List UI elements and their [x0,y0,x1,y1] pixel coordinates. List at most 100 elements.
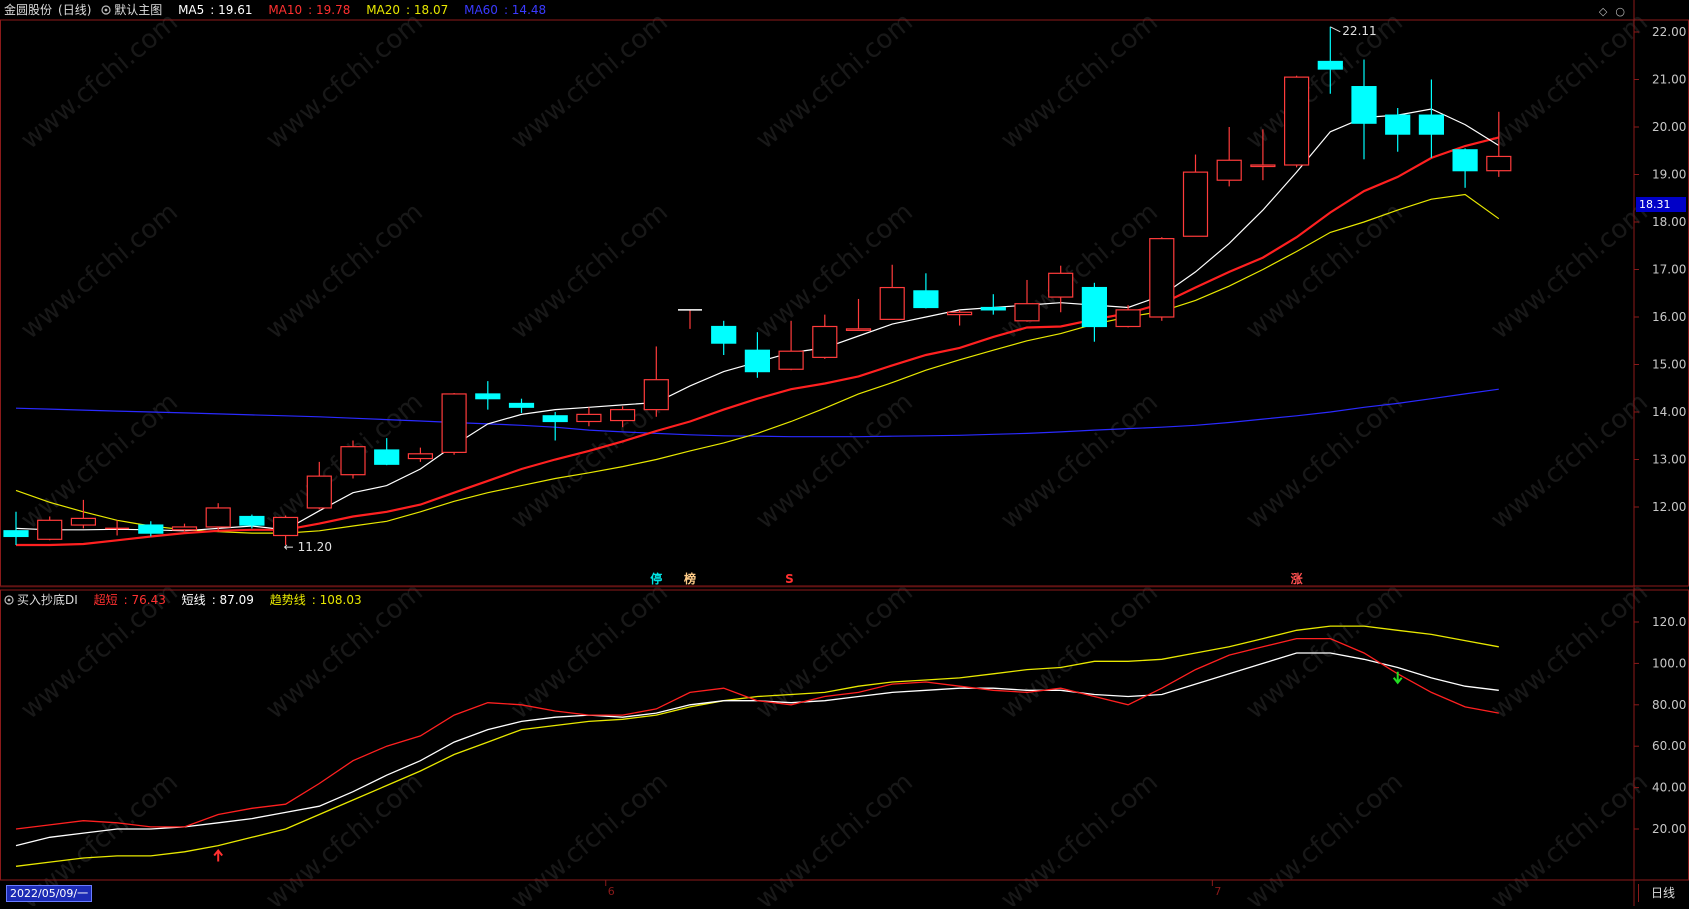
template-label[interactable]: 默认主图 [101,3,168,17]
candle [475,381,501,410]
candle [1216,127,1242,187]
watermark-text: www.cfchi.com [750,767,919,906]
candle-body [171,526,198,531]
main-panel-frame [0,19,1689,587]
price-tick-label: 16.00 [1652,310,1686,324]
candle [1351,59,1377,160]
candle-body [205,507,231,528]
watermark-text: www.cfchi.com [15,197,184,345]
watermark-layer: www.cfchi.com www.cfchi.com www.cfchi.com w… [15,7,1654,909]
diamond-icon[interactable]: ◇ [1598,5,1616,18]
event-marker: 榜 [684,571,696,586]
candle [576,407,602,427]
watermark-text: www.cfchi.com [505,7,674,155]
watermark-text: www.cfchi.com [505,197,674,345]
candle [70,499,97,529]
price-tick-label: 12.00 [1652,500,1686,514]
candle [273,515,299,545]
candle-body [273,516,299,537]
ma20-legend: MA20: 18.07 [366,3,449,17]
stock-name[interactable]: 金圆股份 [4,3,53,17]
candle [1048,265,1074,313]
indicator-tick-label: 40.00 [1652,781,1686,795]
price-tick-label: 22.00 [1652,25,1686,39]
watermark-text: www.cfchi.com [505,767,674,906]
month-label: 7 [1214,885,1221,898]
watermark-text: www.cfchi.com [750,7,919,155]
candle [678,309,702,329]
high-price-label: 22.11 [1342,24,1376,38]
candle [812,314,838,359]
candle-body [1385,114,1411,135]
watermark-text: www.cfchi.com [1485,7,1654,155]
ma60-line [15,388,1499,438]
watermark-text: www.cfchi.com [1485,197,1654,345]
period-button[interactable]: 日线 [1638,884,1687,902]
candle-body [3,530,29,538]
candle [778,320,804,371]
candle-body [913,290,939,309]
candle-body [1115,309,1141,328]
candle-body [475,393,501,400]
chart-toolbar: ◇○ [1599,5,1633,18]
candle [711,320,737,355]
indicator-trend: 趋势线: 108.03 [269,593,362,607]
indicator-tick-label: 60.00 [1652,739,1686,753]
watermark-text: www.cfchi.com [505,577,674,725]
price-tick-label: 18.00 [1652,215,1686,229]
candle [879,264,905,320]
circle-icon[interactable]: ○ [1615,5,1633,18]
indicator-header: 买入抄底DI 超短: 76.43 短线: 87.09 趋势线: 108.03 [4,592,374,608]
watermark-text: www.cfchi.com [750,387,919,535]
candle [306,461,332,510]
indicator-name[interactable]: 买入抄底DI [4,593,84,607]
candle [1182,154,1209,237]
candle-body [643,379,669,411]
candle-body [239,515,265,526]
candle [913,273,939,309]
watermark-text: www.cfchi.com [750,197,919,345]
event-marker: 涨 [1291,571,1303,586]
ma60-legend: MA60: 14.48 [464,3,547,17]
template-name: 默认主图 [114,3,163,17]
candle [980,294,1006,315]
candle-body [407,453,433,460]
candle [1418,79,1445,158]
candle-body [138,524,164,534]
cursor-date-label: 2022/05/09/一 [6,885,93,902]
candle-body [980,306,1006,311]
candle [508,398,535,413]
price-tick-label: 20.00 [1652,120,1686,134]
price-tick-label: 14.00 [1652,405,1686,419]
event-marker: 停 [650,571,662,586]
candle [1385,108,1411,152]
candle-body [37,519,63,540]
candle-body [946,311,973,316]
candle-body [374,449,400,465]
candle-body [609,409,636,422]
candle-body [306,475,332,509]
candle-body [1486,155,1512,172]
candle-body [1317,60,1343,70]
candle [407,447,433,462]
ma20-line [15,193,1500,534]
indicator-short: 短线: 87.09 [181,593,254,607]
watermark-text: www.cfchi.com [1240,387,1409,535]
indicator-line-ultrashort [15,637,1499,830]
candle-body [711,325,737,344]
watermark-text: www.cfchi.com [995,387,1164,535]
candle [205,503,231,532]
indicator-ultrashort: 超短: 76.43 [93,593,166,607]
watermark-text: www.cfchi.com [995,7,1164,155]
settings-icon [101,5,111,15]
ma5-legend: MA5: 19.61 [178,3,253,17]
candle [3,511,29,545]
period-label: (日线) [58,3,92,17]
price-tick-label: 21.00 [1652,73,1686,87]
candle-body [508,402,535,408]
candle [946,309,973,326]
watermark-text: www.cfchi.com [1240,577,1409,725]
price-tick-label: 13.00 [1652,453,1686,467]
candle-body [1418,114,1445,135]
